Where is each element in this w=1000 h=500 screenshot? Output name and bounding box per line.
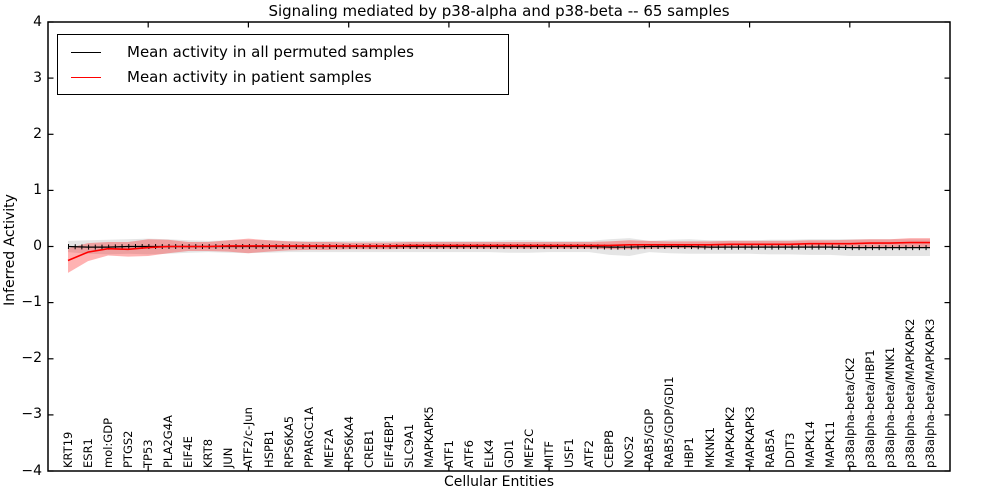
legend-label-patient: Mean activity in patient samples <box>127 68 372 86</box>
x-category-label: HBP1 <box>682 437 697 468</box>
x-category-label: MAPKAPK5 <box>421 406 436 468</box>
x-category-label: DDIT3 <box>782 432 797 468</box>
y-tick-label: 4 <box>33 13 42 30</box>
x-category-label: ATF6 <box>461 440 476 468</box>
x-category-label: KRT8 <box>201 438 216 468</box>
x-category-label: EIF4EBP1 <box>381 414 396 468</box>
x-category-label: p38alpha-beta/MNK1 <box>882 346 897 468</box>
x-category-label: ATF1 <box>441 440 456 468</box>
x-category-label: ATF2 <box>582 440 597 468</box>
y-tick-label: 3 <box>33 69 42 86</box>
x-category-label: p38alpha-beta/HBP1 <box>862 349 877 468</box>
x-category-label: CREB1 <box>361 429 376 469</box>
x-category-label: p38alpha-beta/CK2 <box>842 357 857 468</box>
axes-border <box>47 21 951 472</box>
patient-mean-line <box>67 241 930 262</box>
x-category-label: HSPB1 <box>261 429 276 468</box>
legend-label-permuted: Mean activity in all permuted samples <box>127 43 414 61</box>
x-category-label: GDI1 <box>502 439 516 468</box>
x-category-label: ELK4 <box>482 439 496 468</box>
x-category-label: CEBPB <box>602 429 617 468</box>
x-category-label: MAPK11 <box>822 421 837 468</box>
x-category-label: MAPK14 <box>802 421 817 468</box>
x-category-label: RAB5/GDP <box>642 408 657 468</box>
patient-line-sample-icon <box>71 76 101 78</box>
x-category-label: TP53 <box>141 439 156 468</box>
x-category-label: PTGS2 <box>121 430 136 469</box>
x-category-label: SLC9A1 <box>401 423 416 468</box>
y-tick-label: −2 <box>21 350 42 367</box>
x-category-label: RAB5A <box>762 429 777 468</box>
x-category-label: KRT19 <box>61 431 75 468</box>
y-tick-label: 2 <box>33 125 42 142</box>
x-category-label: ESR1 <box>81 438 95 468</box>
x-category-label: RPS6KA4 <box>341 415 356 468</box>
x-category-label: p38alpha-beta/MAPKAPK2 <box>903 318 917 469</box>
y-tick-label: 0 <box>33 238 42 254</box>
x-category-label: MITF <box>542 441 557 468</box>
x-category-label: p38alpha-beta/MAPKAPK3 <box>923 318 937 469</box>
x-category-label: RPS6KA5 <box>281 415 296 468</box>
legend-row-patient: Mean activity in patient samples <box>71 68 508 86</box>
x-category-label: mol:GDP <box>101 417 116 468</box>
x-category-label: MEF2A <box>321 429 336 468</box>
x-category-label: RAB5/GDP/GDI1 <box>662 376 677 468</box>
y-tick-label: −3 <box>21 406 42 423</box>
x-category-label: USF1 <box>562 438 577 468</box>
x-category-label: ATF2/c-Jun <box>241 407 256 468</box>
x-category-label: PPARGC1A <box>301 406 316 468</box>
x-category-label: MKNK1 <box>702 427 717 468</box>
y-tick-label: −1 <box>21 294 42 311</box>
x-category-label: PLA2G4A <box>161 415 176 468</box>
x-category-label: MEF2C <box>522 428 537 468</box>
x-category-label: MAPKAPK2 <box>722 406 737 468</box>
legend-row-permuted: Mean activity in all permuted samples <box>71 43 508 61</box>
x-category-label: MAPKAPK3 <box>742 406 757 468</box>
x-axis-title: Cellular Entities <box>443 474 555 490</box>
y-tick-label: 1 <box>33 181 42 198</box>
x-category-label: NOS2 <box>622 435 637 468</box>
x-category-label: EIF4E <box>181 436 196 468</box>
legend: Mean activity in all permuted samples Me… <box>57 34 509 95</box>
chart-title: Signaling mediated by p38-alpha and p38-… <box>268 2 730 20</box>
permuted-line-sample-icon <box>71 51 101 53</box>
y-tick-label: −4 <box>21 462 42 479</box>
x-category-label: JUN <box>221 447 236 468</box>
